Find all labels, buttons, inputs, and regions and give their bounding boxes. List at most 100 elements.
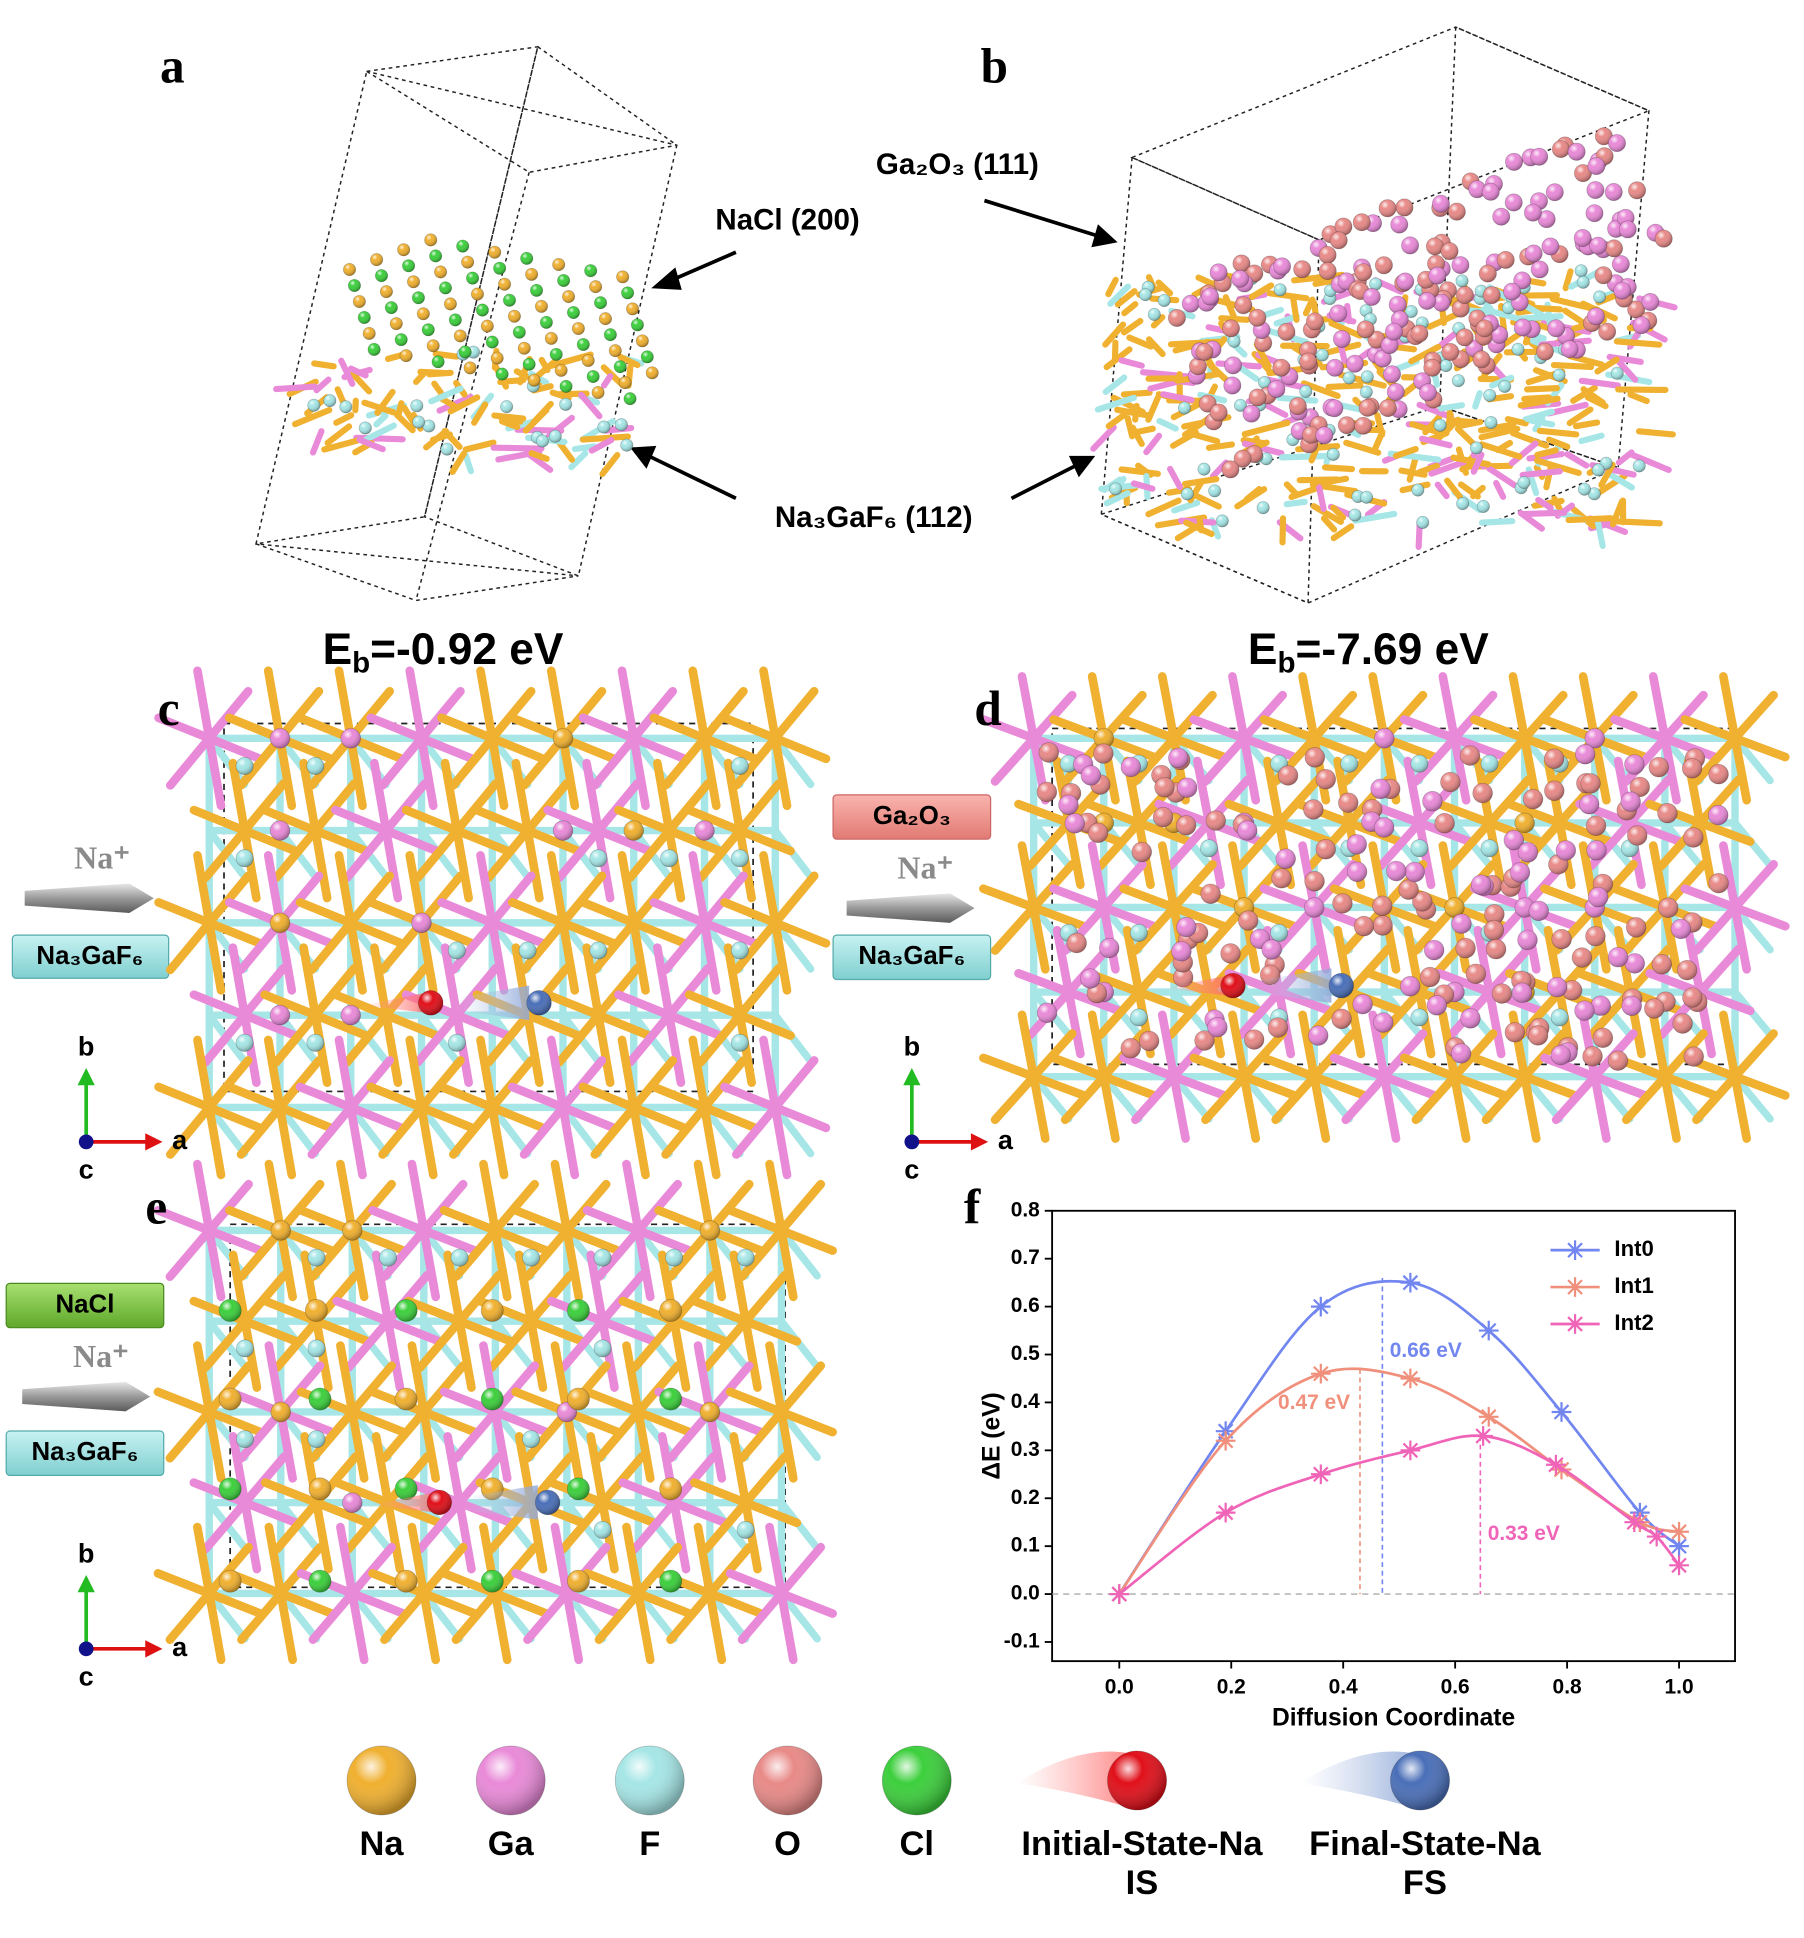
atom-shine	[1708, 764, 1729, 785]
atom-shine	[550, 348, 563, 361]
axis-letter: c	[904, 1154, 919, 1185]
bond	[449, 733, 497, 790]
atom-shine	[236, 849, 254, 867]
migration-path	[1165, 968, 1354, 1003]
atom-shine	[1412, 891, 1433, 912]
bond	[295, 1082, 356, 1112]
bond	[661, 1103, 709, 1159]
bond	[625, 826, 674, 882]
atom-shine	[508, 310, 521, 323]
atom-shine	[1475, 319, 1494, 338]
atom-shine	[614, 360, 627, 373]
atom-shine	[660, 849, 678, 867]
atom-shine	[476, 1746, 546, 1815]
atom-shine	[636, 334, 649, 347]
atom-shine	[1586, 840, 1607, 861]
atom-shine	[1395, 198, 1414, 217]
atom-shine	[1605, 183, 1623, 201]
atom-shine	[466, 271, 479, 285]
bond	[497, 376, 527, 386]
atom-shine	[270, 1402, 291, 1422]
atom-shine	[1210, 403, 1228, 422]
bond	[1105, 411, 1127, 430]
atom-shine	[1626, 917, 1646, 938]
bond	[599, 452, 621, 478]
atom-shine	[1222, 319, 1240, 337]
bond	[1160, 391, 1195, 404]
bond	[1352, 510, 1398, 524]
bond	[380, 1589, 429, 1645]
bond	[1411, 733, 1459, 786]
fs-trail	[455, 985, 530, 1021]
bond	[1438, 841, 1459, 912]
bond	[732, 918, 780, 975]
atom-shine	[1278, 765, 1298, 786]
atom-shine	[1261, 939, 1282, 960]
bond	[491, 1589, 535, 1643]
atom-shine	[646, 366, 659, 379]
atom-shine	[1574, 229, 1592, 247]
bond	[732, 733, 780, 790]
bond	[598, 1498, 659, 1528]
bond	[1520, 509, 1568, 518]
bond	[1730, 733, 1752, 805]
b-arrow	[77, 1575, 95, 1593]
bond	[723, 758, 745, 835]
atom-shine	[340, 1005, 361, 1025]
bond	[204, 1589, 265, 1618]
legend-label: Ga	[488, 1825, 535, 1863]
atom-shine	[463, 361, 477, 375]
bond	[578, 391, 603, 420]
atom-shine	[1484, 904, 1505, 925]
panel-label: c	[158, 681, 180, 736]
atom-shine	[1325, 399, 1344, 417]
atom-shine	[1308, 1025, 1329, 1046]
marker	[1400, 1368, 1421, 1389]
bond	[204, 733, 265, 764]
atom-shine	[422, 323, 435, 336]
bond	[1444, 477, 1464, 501]
ion-label: Na⁺	[897, 850, 953, 886]
bond	[1099, 1072, 1159, 1100]
atom-shine	[1418, 292, 1436, 310]
atom-shine	[593, 1521, 612, 1539]
y-tick-label: 0.5	[1011, 1342, 1040, 1365]
atom-shine	[1398, 879, 1419, 900]
bond	[1450, 733, 1471, 805]
bond	[705, 1226, 727, 1302]
atom-shine	[395, 1387, 418, 1411]
bond	[165, 1589, 214, 1645]
bond	[1621, 1072, 1670, 1125]
atom-shine	[1455, 938, 1476, 958]
bond	[1029, 903, 1089, 931]
marker-stroke	[1313, 1298, 1329, 1315]
axis-triad	[77, 1575, 163, 1658]
atom-shine	[1492, 983, 1512, 1004]
atom-shine	[1304, 897, 1325, 918]
atom-shine	[1338, 416, 1356, 434]
atom-shine	[1038, 742, 1059, 763]
bond	[441, 427, 463, 450]
chloride-layer	[218, 1299, 683, 1593]
bond	[729, 1250, 750, 1326]
bond	[693, 1522, 715, 1598]
legend-label: Cl	[900, 1825, 934, 1863]
atom-shine	[525, 268, 538, 281]
marker	[1478, 1320, 1499, 1341]
atom-shine	[1334, 218, 1353, 236]
bond	[630, 1498, 679, 1554]
atom-shine	[481, 1387, 504, 1411]
bond	[1450, 454, 1492, 468]
bond	[1236, 818, 1284, 871]
atom-shine	[659, 1477, 682, 1500]
legend-marker	[1565, 1240, 1585, 1261]
state-legend-item	[1016, 1750, 1167, 1811]
bond	[1289, 293, 1300, 323]
legend-label: F	[639, 1825, 660, 1863]
atom-shine	[270, 728, 290, 749]
atom-shine	[1224, 356, 1242, 374]
atom-shine	[342, 1220, 363, 1241]
bond	[1100, 1072, 1143, 1123]
bond	[487, 733, 509, 811]
bond	[1309, 1072, 1331, 1143]
